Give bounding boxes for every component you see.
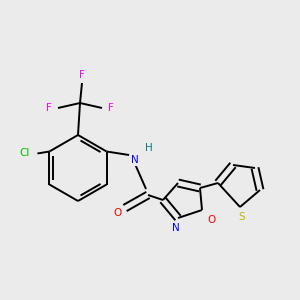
Text: N: N — [172, 223, 180, 233]
Text: O: O — [113, 208, 121, 218]
Text: S: S — [239, 212, 245, 222]
Text: F: F — [108, 103, 114, 113]
Text: F: F — [46, 103, 52, 113]
Text: H: H — [145, 143, 153, 153]
Text: N: N — [131, 155, 139, 165]
Text: Cl: Cl — [19, 148, 30, 158]
Text: F: F — [79, 70, 85, 80]
Text: O: O — [208, 215, 216, 225]
